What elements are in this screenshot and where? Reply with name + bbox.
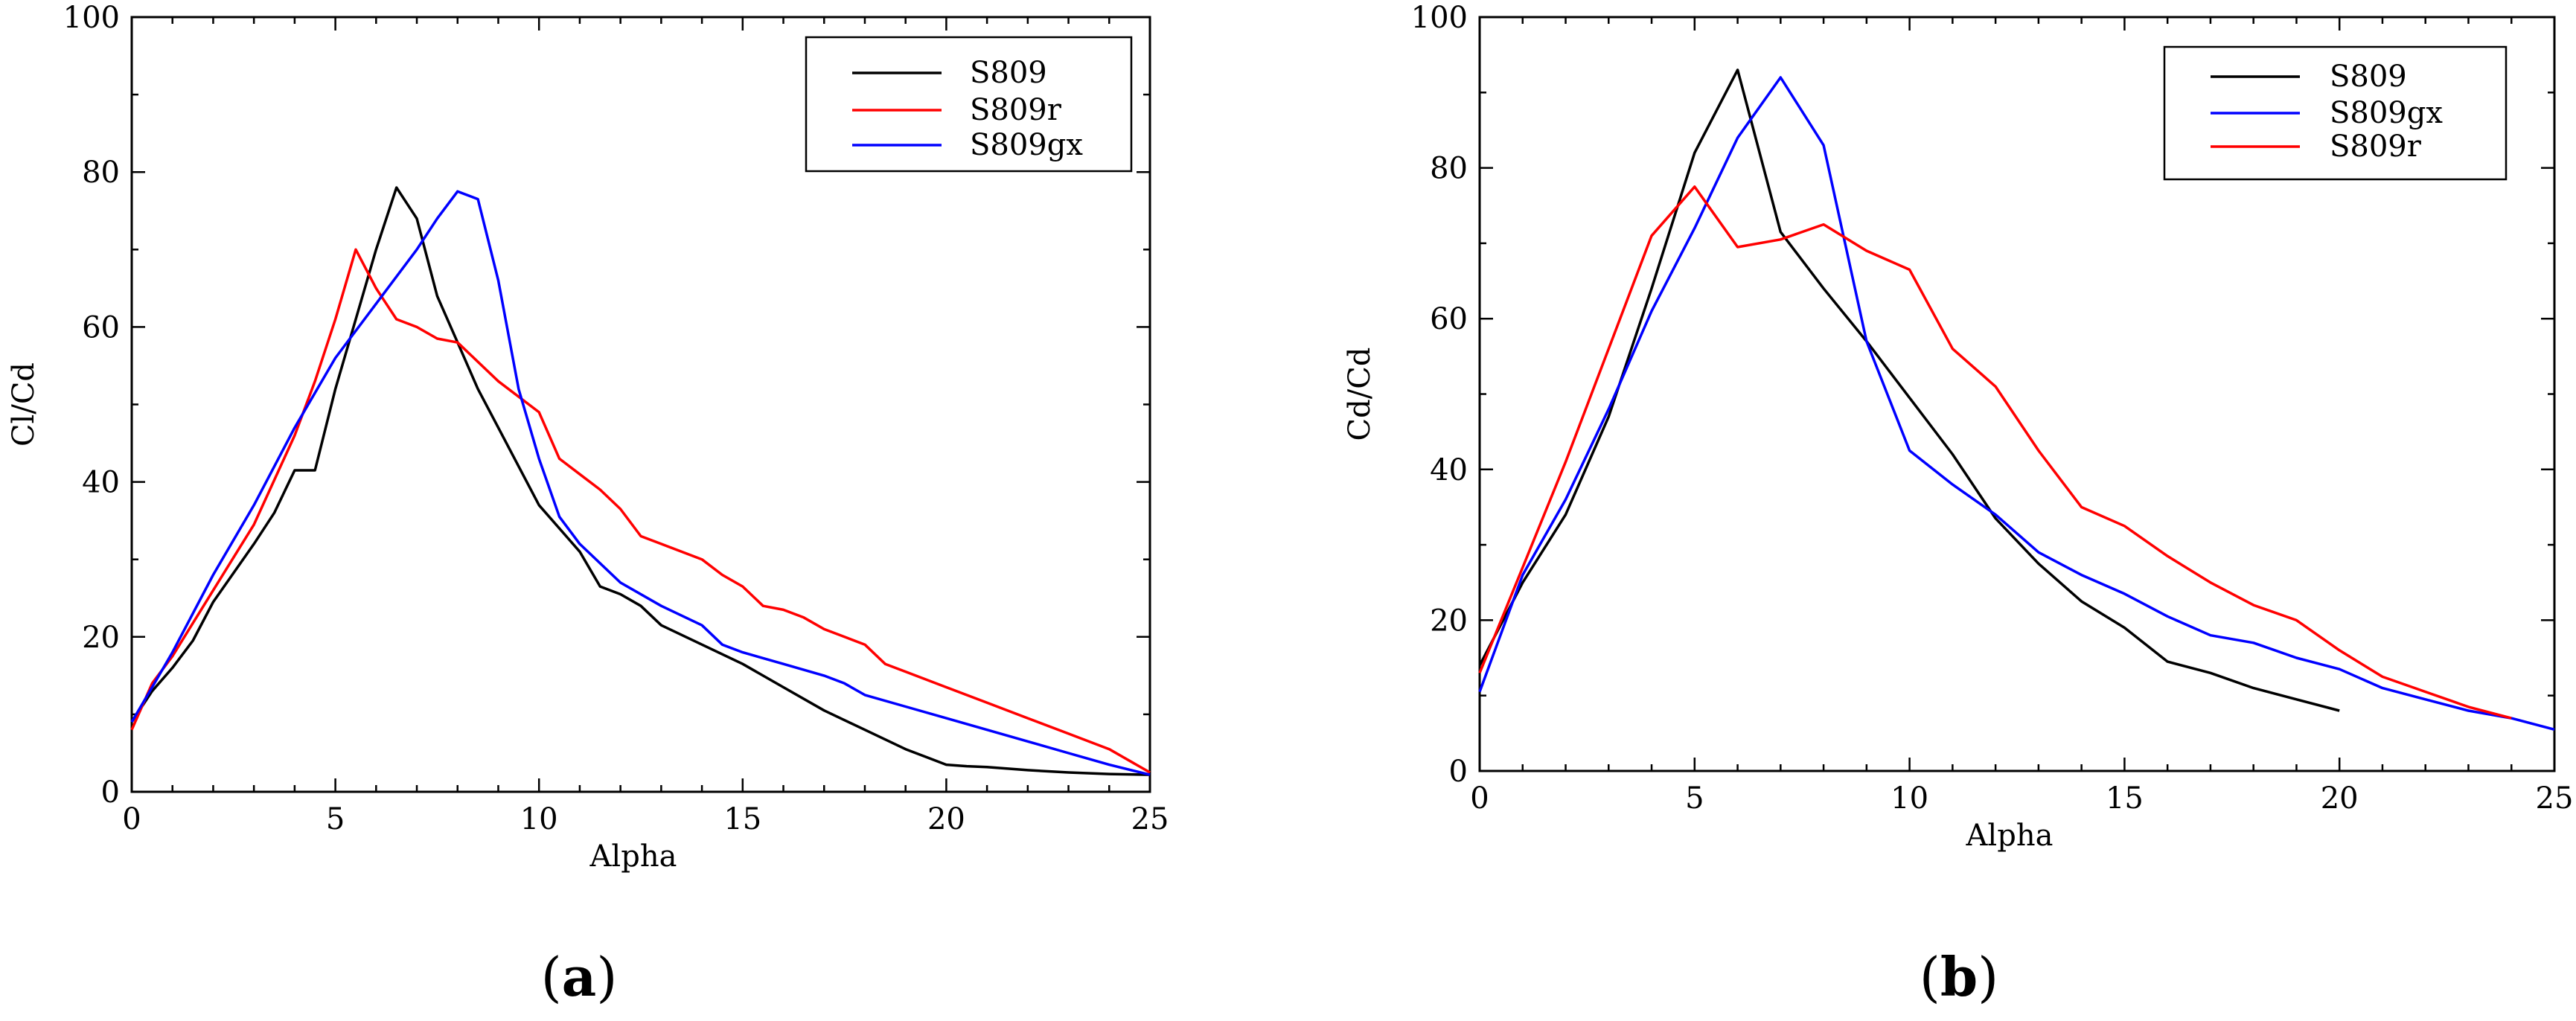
- caption-b: (b): [1920, 945, 1999, 1008]
- y-tick-label: 40: [82, 466, 120, 500]
- caption-a-close: ): [596, 946, 617, 1008]
- legend-label-s809: S809: [2330, 60, 2407, 94]
- y-tick-label: 0: [1449, 755, 1468, 789]
- chart-panel-a: 0 5 10 15 20 25020406080100AlphaCl/CdS809S809…: [7, 1, 1169, 874]
- y-tick-label: 100: [1411, 1, 1468, 35]
- x-tick-label: 25: [2536, 781, 2574, 816]
- y-tick-label: 60: [82, 310, 120, 345]
- x-tick-label: 5: [326, 802, 345, 836]
- legend-label-s809r: S809r: [970, 93, 1062, 127]
- y-tick-label: 20: [1430, 604, 1468, 638]
- caption-a: (a): [541, 945, 618, 1008]
- x-tick-label: 5: [1685, 781, 1704, 816]
- series-line-s809gx: [1478, 76, 2555, 731]
- x-tick-label: 20: [2321, 781, 2359, 816]
- y-tick-label: 0: [101, 775, 120, 810]
- chart-panel-b: 0 5 10 15 20 25020406080100AlphaCd/CdS809S809…: [1343, 1, 2573, 853]
- y-tick-label: 80: [82, 156, 120, 190]
- caption-b-close: ): [1978, 946, 1998, 1008]
- y-tick-label: 40: [1430, 453, 1468, 487]
- y-tick-label: 20: [82, 621, 120, 655]
- legend-label-s809r: S809r: [2330, 129, 2422, 164]
- y-tick-label: 60: [1430, 302, 1468, 336]
- series-line-s809: [130, 186, 1151, 776]
- x-tick-label: 0: [1470, 781, 1489, 816]
- y-tick-label: 100: [63, 1, 120, 35]
- x-tick-label: 15: [723, 802, 761, 836]
- x-tick-label: 25: [1131, 802, 1169, 836]
- series-line-s809r: [1478, 185, 2512, 720]
- x-tick-label: 15: [2106, 781, 2144, 816]
- legend-box: [805, 36, 1133, 173]
- x-axis-title: Alpha: [589, 839, 677, 874]
- y-axis-title: Cd/Cd: [1343, 348, 1377, 441]
- legend-label-s809: S809: [970, 56, 1047, 90]
- legend-label-s809gx: S809gx: [970, 128, 1083, 162]
- caption-a-letter: a: [562, 945, 597, 1008]
- x-tick-label: 20: [927, 802, 965, 836]
- legend-label-s809gx: S809gx: [2330, 96, 2443, 130]
- x-tick-label: 10: [520, 802, 558, 836]
- y-axis-title: Cl/Cd: [7, 362, 41, 447]
- x-tick-label: 10: [1891, 781, 1928, 816]
- series-line-s809gx: [130, 190, 1151, 776]
- caption-b-open: (: [1920, 946, 1940, 1008]
- x-tick-label: 0: [122, 802, 141, 836]
- caption-b-letter: b: [1940, 945, 1978, 1008]
- y-tick-label: 80: [1430, 152, 1468, 186]
- caption-a-open: (: [541, 946, 562, 1008]
- x-axis-title: Alpha: [1966, 819, 2054, 853]
- series-line-s809r: [130, 248, 1151, 774]
